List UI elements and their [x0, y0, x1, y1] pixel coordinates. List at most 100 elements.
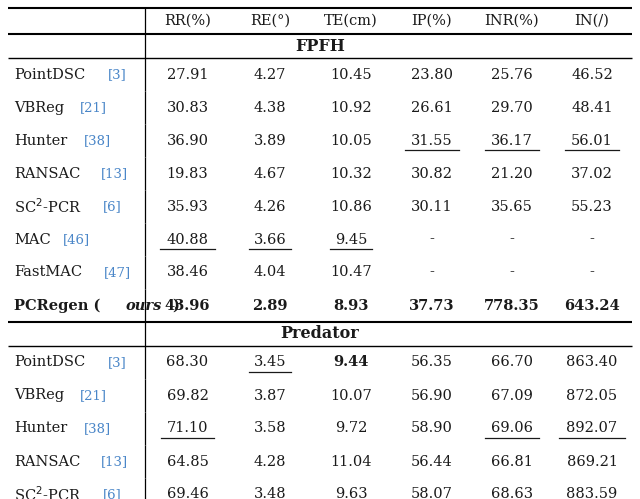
Text: [3]: [3]	[108, 356, 126, 369]
Text: 38.46: 38.46	[166, 265, 209, 279]
Text: 9.44: 9.44	[333, 355, 369, 369]
Text: 8.93: 8.93	[333, 298, 369, 312]
Text: Predator: Predator	[280, 325, 360, 342]
Text: 71.10: 71.10	[167, 422, 208, 436]
Text: FastMAC: FastMAC	[14, 265, 82, 279]
Text: 31.55: 31.55	[411, 134, 453, 148]
Text: [38]: [38]	[84, 422, 111, 435]
Text: [13]: [13]	[101, 455, 128, 468]
Text: 36.17: 36.17	[491, 134, 533, 148]
Text: 10.86: 10.86	[330, 200, 372, 214]
Text: [6]: [6]	[102, 200, 122, 213]
Text: 10.92: 10.92	[330, 100, 372, 114]
Text: PointDSC: PointDSC	[14, 67, 85, 81]
Text: 69.06: 69.06	[491, 422, 533, 436]
Text: INR(%): INR(%)	[484, 14, 540, 28]
Text: 2.89: 2.89	[252, 298, 288, 312]
Text: 778.35: 778.35	[484, 298, 540, 312]
Text: 4.38: 4.38	[253, 100, 286, 114]
Text: 66.81: 66.81	[491, 455, 533, 469]
Text: 58.90: 58.90	[411, 422, 453, 436]
Text: 643.24: 643.24	[564, 298, 620, 312]
Text: 58.07: 58.07	[411, 488, 453, 499]
Text: 30.83: 30.83	[166, 100, 209, 114]
Text: 29.70: 29.70	[491, 100, 533, 114]
Text: 48.41: 48.41	[571, 100, 613, 114]
Text: 10.32: 10.32	[330, 167, 372, 181]
Text: 43.96: 43.96	[164, 298, 211, 312]
Text: 66.70: 66.70	[491, 355, 533, 369]
Text: 4.28: 4.28	[253, 455, 286, 469]
Text: 56.44: 56.44	[411, 455, 453, 469]
Text: [21]: [21]	[80, 389, 107, 402]
Text: 10.07: 10.07	[330, 389, 372, 403]
Text: 872.05: 872.05	[566, 389, 618, 403]
Text: 10.45: 10.45	[330, 67, 372, 81]
Text: 37.73: 37.73	[409, 298, 455, 312]
Text: 11.04: 11.04	[330, 455, 372, 469]
Text: 3.45: 3.45	[253, 355, 286, 369]
Text: [13]: [13]	[101, 167, 128, 180]
Text: 3.58: 3.58	[253, 422, 286, 436]
Text: -: -	[509, 265, 515, 279]
Text: IP(%): IP(%)	[412, 14, 452, 28]
Text: 35.65: 35.65	[491, 200, 533, 214]
Text: 4.04: 4.04	[253, 265, 286, 279]
Text: 56.01: 56.01	[571, 134, 613, 148]
Text: TE(cm): TE(cm)	[324, 14, 378, 28]
Text: IN(/): IN(/)	[575, 14, 609, 28]
Text: -: -	[429, 265, 435, 279]
Text: 36.90: 36.90	[166, 134, 209, 148]
Text: -: -	[509, 233, 515, 247]
Text: ours: ours	[125, 298, 162, 312]
Text: RANSAC: RANSAC	[14, 455, 81, 469]
Text: 30.11: 30.11	[411, 200, 453, 214]
Text: 69.82: 69.82	[166, 389, 209, 403]
Text: 3.89: 3.89	[253, 134, 286, 148]
Text: RANSAC: RANSAC	[14, 167, 81, 181]
Text: 40.88: 40.88	[166, 233, 209, 247]
Text: 883.59: 883.59	[566, 488, 618, 499]
Text: -: -	[589, 265, 595, 279]
Text: 4.67: 4.67	[253, 167, 286, 181]
Text: RE(°): RE(°)	[250, 14, 290, 28]
Text: [21]: [21]	[80, 101, 107, 114]
Text: Hunter: Hunter	[14, 134, 67, 148]
Text: VBReg: VBReg	[14, 389, 64, 403]
Text: RR(%): RR(%)	[164, 14, 211, 28]
Text: 56.90: 56.90	[411, 389, 453, 403]
Text: 10.47: 10.47	[330, 265, 372, 279]
Text: 26.61: 26.61	[411, 100, 453, 114]
Text: FPFH: FPFH	[295, 37, 345, 54]
Text: 892.07: 892.07	[566, 422, 618, 436]
Text: 4.27: 4.27	[254, 67, 286, 81]
Text: 23.80: 23.80	[411, 67, 453, 81]
Text: 68.63: 68.63	[491, 488, 533, 499]
Text: 10.05: 10.05	[330, 134, 372, 148]
Text: 19.83: 19.83	[166, 167, 209, 181]
Text: PCRegen (: PCRegen (	[14, 298, 100, 313]
Text: 64.85: 64.85	[166, 455, 209, 469]
Text: 4.26: 4.26	[253, 200, 286, 214]
Text: 3.87: 3.87	[253, 389, 286, 403]
Text: 67.09: 67.09	[491, 389, 533, 403]
Text: -: -	[589, 233, 595, 247]
Text: 21.20: 21.20	[491, 167, 533, 181]
Text: 863.40: 863.40	[566, 355, 618, 369]
Text: 27.91: 27.91	[167, 67, 208, 81]
Text: VBReg: VBReg	[14, 100, 64, 114]
Text: 25.76: 25.76	[491, 67, 533, 81]
Text: [47]: [47]	[104, 266, 131, 279]
Text: 869.21: 869.21	[566, 455, 618, 469]
Text: 37.02: 37.02	[571, 167, 613, 181]
Text: 68.30: 68.30	[166, 355, 209, 369]
Text: [3]: [3]	[108, 68, 126, 81]
Text: 9.63: 9.63	[335, 488, 367, 499]
Text: [6]: [6]	[102, 488, 122, 499]
Text: 46.52: 46.52	[571, 67, 613, 81]
Text: SC$^2$-PCR: SC$^2$-PCR	[14, 485, 81, 499]
Text: [46]: [46]	[63, 233, 90, 246]
Text: 56.35: 56.35	[411, 355, 453, 369]
Text: 3.66: 3.66	[253, 233, 286, 247]
Text: 30.82: 30.82	[411, 167, 453, 181]
